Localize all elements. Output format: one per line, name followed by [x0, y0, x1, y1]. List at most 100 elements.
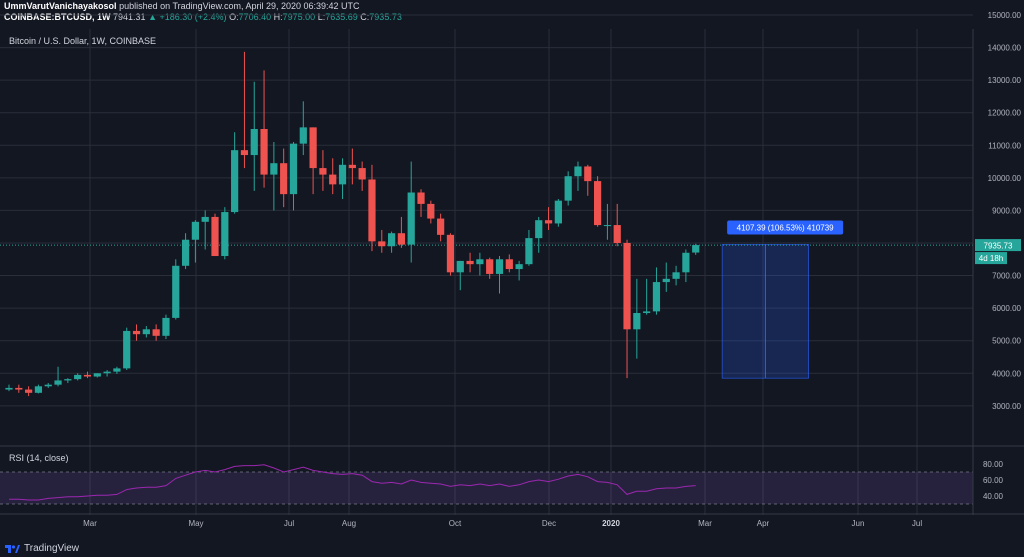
candle-body: [172, 265, 180, 318]
candle-body: [64, 379, 72, 381]
price-tick-label: 5000.00: [992, 337, 1021, 346]
price-tick-label: 12000.00: [988, 109, 1022, 118]
candle-body: [250, 128, 258, 156]
price-tick-label: 7000.00: [992, 272, 1021, 281]
candle-body: [466, 260, 474, 265]
candle-body: [594, 181, 602, 226]
candle-body: [348, 164, 356, 169]
candle-body: [309, 127, 317, 169]
close-value: 7935.73: [369, 12, 402, 22]
high-label: H:: [273, 12, 283, 22]
candle-body: [123, 330, 131, 369]
rsi-line: [9, 464, 696, 501]
candle-body: [142, 329, 150, 335]
candle-body: [221, 212, 229, 257]
candle-body: [682, 252, 690, 273]
candle-body: [662, 278, 670, 283]
price-tick-label: 13000.00: [988, 76, 1022, 85]
price-tick-label: 6000.00: [992, 304, 1021, 313]
candle-body: [574, 166, 582, 177]
candle-body: [358, 168, 366, 180]
price-tick-label: 11000.00: [988, 141, 1021, 150]
candle-body: [652, 282, 661, 312]
candle-body: [584, 166, 592, 182]
candle-body: [132, 330, 141, 335]
candle-body: [34, 386, 43, 393]
candle-body: [535, 220, 543, 239]
candle-body: [672, 272, 680, 279]
time-tick-label: Dec: [542, 519, 556, 528]
candle-body: [544, 220, 553, 224]
time-tick-label: Jun: [852, 519, 865, 528]
time-tick-label: Jul: [284, 519, 294, 528]
candle-body: [181, 239, 190, 266]
candle-body: [603, 225, 612, 227]
rsi-tick-label: 40.00: [983, 492, 1004, 501]
candle-body: [162, 317, 170, 336]
countdown-tag: [975, 252, 1007, 265]
candle-body: [15, 387, 23, 390]
candle-body: [103, 371, 111, 374]
time-tick-label: Jul: [912, 519, 922, 528]
tradingview-logo-icon: [5, 545, 20, 553]
candle-body: [113, 368, 121, 372]
candle-body: [505, 259, 513, 270]
open-label: O:: [229, 12, 239, 22]
candle-body: [417, 192, 425, 204]
candle-body: [211, 216, 219, 257]
candle-body: [692, 245, 700, 253]
time-tick-label: 2020: [602, 519, 620, 528]
brand-name: TradingView: [24, 542, 80, 554]
close-label: C:: [360, 12, 370, 22]
candle-body: [446, 234, 455, 273]
candle-body: [613, 225, 621, 243]
candle-body: [299, 127, 307, 144]
candle-body: [25, 389, 33, 393]
candle-body: [319, 168, 327, 175]
candle-body: [407, 192, 415, 245]
rsi-title: RSI (14, close): [9, 453, 69, 463]
last-price-tag-text: 7935.73: [984, 242, 1013, 251]
time-tick-label: Oct: [449, 519, 462, 528]
measure-label-text: 4107.39 (106.53%) 410739: [737, 223, 835, 232]
time-tick-label: Apr: [757, 519, 770, 528]
low-label: L:: [317, 12, 326, 22]
open-value: 7706.40: [238, 12, 272, 22]
candle-body: [289, 143, 298, 195]
last-price-tag: [975, 239, 1021, 252]
candle-body: [554, 200, 562, 224]
publish-info: UmmVarutVanichayakosol published on Trad…: [4, 1, 360, 11]
candle-body: [564, 176, 572, 201]
candle-body: [476, 259, 484, 265]
rsi-tick-label: 80.00: [983, 460, 1004, 469]
measure-label-box: [727, 220, 844, 235]
candle-body: [329, 174, 337, 185]
countdown-tag-text: 4d 18h: [979, 254, 1003, 263]
candle-body: [93, 373, 101, 377]
candle-body: [5, 387, 13, 390]
time-tick-label: May: [188, 519, 203, 528]
candle-body: [338, 164, 347, 185]
candle-body: [231, 150, 239, 213]
price-tick-label: 14000.00: [988, 44, 1022, 53]
candle-body: [368, 179, 376, 242]
candle-body: [280, 163, 288, 195]
time-tick-label: Mar: [698, 519, 712, 528]
price-pane-background: [0, 29, 1024, 445]
high-value: 7975.00: [282, 12, 316, 22]
chart-title: Bitcoin / U.S. Dollar, 1W, COINBASE: [9, 36, 157, 46]
candle-body: [74, 374, 82, 380]
candle-body: [486, 259, 494, 274]
candle-body: [44, 384, 52, 387]
candle-body: [83, 374, 92, 377]
candle-body: [623, 242, 631, 330]
price-change: ▲ +186.30 (+2.4%): [148, 12, 227, 22]
publish-details: published on TradingView.com, April 29, …: [116, 1, 360, 11]
candle-body: [240, 150, 249, 156]
footer-brand[interactable]: TradingView: [4, 541, 79, 555]
rsi-band: [0, 472, 973, 504]
candle-body: [387, 233, 396, 247]
candle-body: [397, 233, 405, 245]
price-tick-label: 10000.00: [988, 174, 1022, 183]
